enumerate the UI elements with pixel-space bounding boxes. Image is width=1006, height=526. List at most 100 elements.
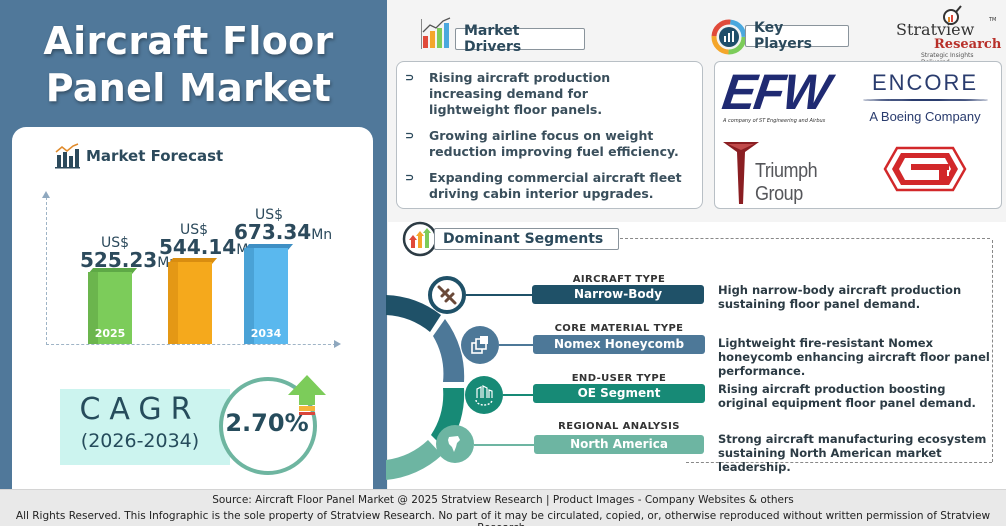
- magnifier-chart-icon: [943, 5, 962, 25]
- segment-value-pill: North America: [534, 435, 704, 454]
- title-line-1: Aircraft Floor: [43, 19, 334, 63]
- bar-value-2025: US$ 525.23Mn: [80, 236, 178, 270]
- layers-icon: [461, 326, 499, 364]
- left-panel: Aircraft Floor Panel Market Market Forec…: [0, 0, 387, 489]
- key-players-icon: [711, 19, 747, 55]
- logo-efw: EFW A company of ST Engineering and Airb…: [719, 64, 847, 128]
- logo-g-hexagon: [883, 146, 967, 192]
- driver-text: Growing airline focus on weight reductio…: [429, 128, 679, 159]
- footer-source: Source: Aircraft Floor Panel Market @ 20…: [212, 494, 794, 506]
- dominant-segments-label: Dominant Segments: [443, 231, 604, 247]
- airplane-glyph: [437, 285, 457, 305]
- bar-year-label: 2025: [94, 327, 126, 340]
- growth-arrow-icon: [288, 375, 326, 415]
- cagr-period: (2026-2034): [80, 430, 200, 452]
- market-drivers-icon: [421, 17, 451, 49]
- segment-description: High narrow-body aircraft production sus…: [718, 283, 962, 311]
- segment-category: END-USER TYPE: [571, 373, 667, 384]
- encore-tagline: A Boeing Company: [869, 109, 981, 124]
- dominant-segments-icon: [402, 221, 438, 257]
- brand-sub: Research: [934, 37, 1002, 52]
- logo-encore: ENCORE A Boeing Company: [855, 70, 995, 130]
- driver-text: Expanding commercial aircraft fleet driv…: [429, 170, 682, 201]
- dashed-border-right: [992, 240, 993, 462]
- cagr-value: 2.70%: [225, 409, 309, 437]
- page-title: Aircraft Floor Panel Market: [0, 18, 387, 112]
- encore-wordmark: ENCORE: [871, 70, 979, 95]
- value-number: 673.34: [234, 220, 312, 244]
- y-axis-arrow-icon: [42, 191, 50, 198]
- efw-tagline: A company of ST Engineering and Airbus: [723, 118, 826, 124]
- market-drivers-box: ⊃ Rising aircraft production increasing …: [396, 61, 703, 209]
- forecast-bar-middle: [168, 258, 218, 344]
- segment-value-pill: Narrow-Body: [532, 285, 704, 304]
- connector-line: [474, 444, 534, 446]
- driver-item: ⊃ Rising aircraft production increasing …: [405, 70, 664, 118]
- forecast-bar-2034: 2034: [244, 244, 294, 344]
- segment-value-pill: OE Segment: [533, 384, 705, 403]
- segment-value-pill: Nomex Honeycomb: [533, 335, 705, 354]
- segment-description: Rising aircraft production boosting orig…: [718, 382, 976, 410]
- globe-glyph: [448, 436, 460, 452]
- layers-glyph: [471, 336, 488, 354]
- value-number: 525.23: [80, 248, 158, 272]
- logo-triumph-group: Triumph Group: [723, 142, 863, 206]
- factory-gear-glyph: [475, 385, 493, 406]
- driver-text: Rising aircraft production increasing de…: [429, 70, 611, 117]
- segment-description: Strong aircraft manufacturing ecosystem …: [718, 432, 987, 474]
- bar-chart-trend-icon: [55, 143, 80, 169]
- connector-line: [499, 344, 533, 346]
- stratview-logo: Stratview TM Research Strategic Insights…: [896, 3, 1002, 66]
- dominant-segments-heading: Dominant Segments: [434, 228, 619, 250]
- market-drivers-heading: Market Drivers: [455, 23, 585, 55]
- value-number: 544.14: [159, 235, 237, 259]
- bullet-arrow-icon: ⊃: [405, 71, 415, 84]
- key-players-box: EFW A company of ST Engineering and Airb…: [714, 61, 1002, 209]
- triumph-wordmark: Triumph Group: [755, 160, 818, 205]
- x-axis: [46, 344, 336, 345]
- dashed-border-bottom: [686, 462, 992, 463]
- cagr-label: CAGR: [79, 392, 201, 427]
- currency-label: US$: [179, 222, 209, 238]
- bullet-arrow-icon: ⊃: [405, 129, 415, 142]
- bar-side: [88, 272, 98, 344]
- market-drivers-label: Market Drivers: [464, 23, 522, 55]
- key-players-heading: Key Players: [745, 20, 849, 52]
- bar-value-2034: US$ 673.34Mn: [234, 208, 332, 242]
- connector-line: [503, 394, 533, 396]
- brand-tm: TM: [989, 17, 997, 23]
- bullet-arrow-icon: ⊃: [405, 171, 415, 184]
- segment-description: Lightweight fire-resistant Nomex honeyco…: [718, 336, 990, 378]
- brand-name: Stratview: [896, 20, 975, 39]
- connector-line: [466, 294, 532, 296]
- factory-gear-icon: [465, 376, 503, 414]
- value-unit: Mn: [311, 227, 333, 243]
- segment-category: CORE MATERIAL TYPE: [554, 323, 684, 334]
- key-players-label: Key Players: [754, 20, 812, 52]
- driver-item: ⊃ Growing airline focus on weight reduct…: [405, 128, 694, 160]
- segment-category: REGIONAL ANALYSIS: [558, 421, 680, 432]
- forecast-bar-2025: 2025: [88, 268, 138, 344]
- footer-rights: All Rights Reserved. This Infographic is…: [15, 510, 991, 526]
- market-forecast-heading: Market Forecast: [54, 143, 223, 169]
- market-forecast-label: Market Forecast: [86, 147, 224, 165]
- y-axis: [46, 197, 47, 345]
- forecast-card: Market Forecast 2025 US$ 525.23Mn: [12, 127, 373, 489]
- title-line-2: Panel Market: [45, 66, 332, 110]
- encore-swoosh: [862, 99, 988, 101]
- triumph-t-icon: [723, 142, 759, 204]
- globe-americas-icon: [436, 425, 474, 463]
- footer: Source: Aircraft Floor Panel Market @ 20…: [0, 489, 1006, 526]
- airplane-icon: [428, 276, 466, 314]
- x-axis-arrow-icon: [334, 340, 341, 348]
- dashed-border-top: [620, 238, 990, 239]
- driver-item: ⊃ Expanding commercial aircraft fleet dr…: [405, 170, 699, 202]
- currency-label: US$: [100, 235, 130, 251]
- efw-wordmark: EFW: [719, 64, 833, 120]
- bar-side: [244, 248, 254, 344]
- cagr-background: [60, 389, 230, 465]
- currency-label: US$: [254, 207, 284, 223]
- bar-year-label: 2034: [250, 327, 282, 340]
- bar-side: [168, 262, 178, 344]
